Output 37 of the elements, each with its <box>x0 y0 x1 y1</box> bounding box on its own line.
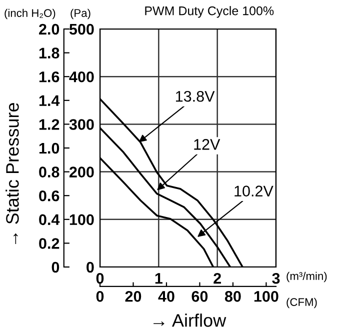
y2-tick-label: 0.6 <box>39 190 60 202</box>
y-tick-label: 0 <box>86 262 94 273</box>
y-axis-title: (Pa) <box>70 8 90 20</box>
y2-tick-label: 0.2 <box>39 238 60 249</box>
annotation: 10.2V <box>234 186 274 196</box>
text: → Static Pressure <box>6 103 19 244</box>
y2-tick-label: 1.6 <box>39 71 60 82</box>
y-tick-label: 100 <box>70 214 94 226</box>
x-tick-label: 2 <box>214 272 221 284</box>
x2-tick-label: 20 <box>125 291 142 302</box>
x-axis-title: (m³/min) <box>286 272 327 282</box>
y2-tick-label: 1.0 <box>39 142 60 154</box>
x2-tick-label: 60 <box>192 291 208 302</box>
x2-axis-title: (CFM) <box>286 298 317 308</box>
annotation: 13.8V <box>176 90 215 102</box>
x2-tick-label: 40 <box>158 291 174 302</box>
y2-tick-label: 1.8 <box>39 48 60 58</box>
y2-tick-label: 1.4 <box>39 95 60 106</box>
x-tick-label: 0 <box>96 272 104 284</box>
y2-tick-label: 1.2 <box>39 119 60 130</box>
y-tick-label: 500 <box>69 24 94 35</box>
y2-tick-label: 2.0 <box>39 24 60 35</box>
y2-tick-label: 0.8 <box>39 166 60 178</box>
y2-axis-title: (inch H₂O) <box>4 8 56 20</box>
chart-title: PWM Duty Cycle 100% <box>145 6 274 18</box>
x2-tick-label: 100 <box>254 291 278 302</box>
y-tick-label: 300 <box>69 119 94 130</box>
x-tick-label: 3 <box>272 272 280 284</box>
y2-tick-label: 0.4 <box>39 214 60 226</box>
text: → Airflow <box>154 314 226 327</box>
annotation: 12V <box>194 139 220 150</box>
x2-tick-label: 80 <box>224 291 241 302</box>
y-tick-label: 200 <box>69 166 94 178</box>
x-tick-label: 1 <box>155 273 162 284</box>
y-tick-label: 400 <box>69 71 94 82</box>
y2-tick-label: 0 <box>52 262 60 273</box>
x2-tick-label: 0 <box>96 291 104 302</box>
